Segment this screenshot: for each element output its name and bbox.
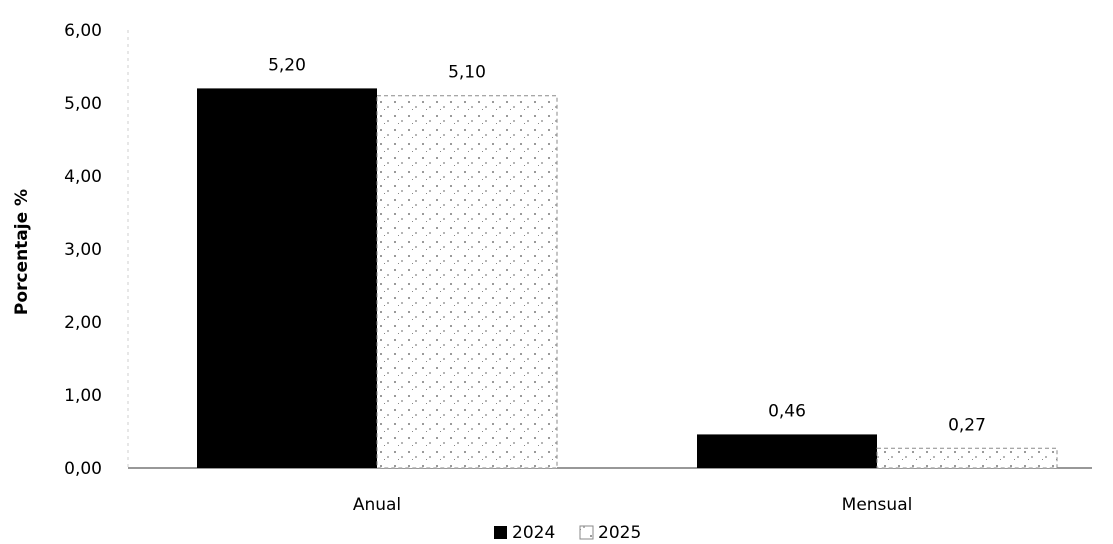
legend: 2024 2025 [494, 523, 641, 543]
data-labels: 5,20 5,10 0,46 0,27 [268, 55, 986, 435]
y-tick-label: 6,00 [64, 21, 102, 41]
bar-2024-anual [197, 88, 377, 469]
legend-swatch-2024 [494, 526, 507, 539]
y-axis-ticks: 0,00 1,00 2,00 3,00 4,00 5,00 6,00 [64, 21, 102, 479]
category-label-mensual: Mensual [842, 495, 913, 515]
category-labels: Anual Mensual [353, 495, 913, 515]
y-axis-label: Porcentaje % [12, 189, 32, 315]
y-tick-label: 3,00 [64, 240, 102, 260]
legend-swatch-2025 [579, 525, 594, 540]
bar-2024-mensual [697, 434, 877, 468]
data-label-2024-mensual: 0,46 [768, 401, 806, 421]
y-tick-label: 1,00 [64, 386, 102, 406]
y-tick-label: 5,00 [64, 94, 102, 114]
legend-label-2025: 2025 [598, 523, 641, 543]
category-label-anual: Anual [353, 495, 401, 515]
bars-group [197, 88, 1058, 469]
data-label-2025-mensual: 0,27 [948, 415, 986, 435]
data-label-2025-anual: 5,10 [448, 63, 486, 83]
y-tick-label: 4,00 [64, 167, 102, 187]
y-tick-label: 2,00 [64, 313, 102, 333]
data-label-2024-anual: 5,20 [268, 55, 306, 75]
legend-label-2024: 2024 [512, 523, 555, 543]
bar-2025-mensual [876, 447, 1058, 469]
bar-2025-anual [376, 95, 558, 469]
y-tick-label: 0,00 [64, 459, 102, 479]
